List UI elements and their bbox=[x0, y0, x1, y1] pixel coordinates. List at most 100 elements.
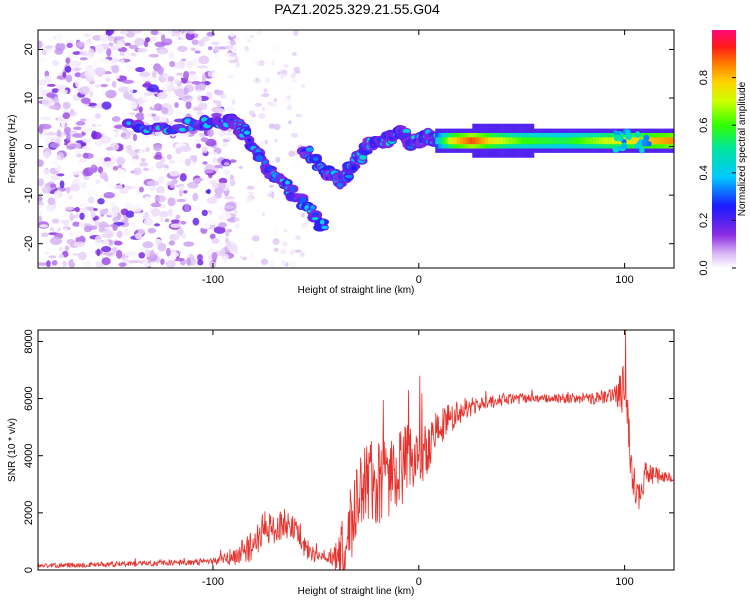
spectrogram-noise-blob bbox=[214, 89, 224, 96]
spectrogram-noise-blob bbox=[83, 33, 91, 38]
spectrogram-noise-blob bbox=[234, 210, 238, 214]
colorbar-label: Normalized spectral amplitude bbox=[737, 81, 748, 216]
spectrogram-noise-blob bbox=[38, 79, 47, 86]
spectrogram-noise-blob bbox=[80, 97, 91, 104]
spectrogram-noise-blob bbox=[291, 78, 298, 84]
spectrogram-noise-blob bbox=[64, 65, 72, 73]
spectrogram-noise-blob bbox=[282, 241, 288, 247]
spectrogram-noise-blob bbox=[72, 126, 83, 130]
spectrogram-noise-blob bbox=[147, 262, 159, 267]
spectrogram-noise-blob bbox=[154, 223, 160, 227]
spectrogram-noise-blob bbox=[124, 251, 137, 257]
spectrogram-noise-blob bbox=[57, 89, 68, 95]
spectrogram-noise-blob bbox=[231, 99, 236, 106]
spectrogram-noise-blob bbox=[66, 186, 71, 194]
spectrogram-noise-blob bbox=[214, 187, 225, 195]
spectrogram-band-core bbox=[605, 137, 609, 145]
spectrogram-band-core bbox=[543, 137, 547, 145]
spectrogram-ridge-core bbox=[359, 154, 367, 160]
spectrogram-noise-blob bbox=[232, 37, 241, 41]
spectrogram-band-core bbox=[558, 137, 563, 145]
spectrogram-noise-blob bbox=[157, 31, 162, 36]
spectrogram-noise-blob bbox=[233, 46, 238, 54]
spectrogram-noise-blob bbox=[112, 165, 119, 171]
spectrogram-noise-blob bbox=[102, 234, 114, 238]
spectrogram-noise-blob bbox=[124, 42, 132, 47]
spectrogram-noise-blob bbox=[192, 217, 200, 226]
spectrogram-band-core bbox=[580, 137, 584, 145]
spectrogram-noise-blob bbox=[267, 260, 275, 268]
spectrogram-noise-blob bbox=[82, 138, 92, 143]
snr-ytick-label: 6000 bbox=[23, 386, 35, 410]
spectrogram-noise-blob bbox=[197, 259, 204, 266]
spectrogram-noise-blob bbox=[113, 184, 123, 190]
spectrogram-noise-blob bbox=[277, 76, 281, 83]
spectrogram-noise-blob bbox=[167, 197, 176, 207]
spectrogram-noise-blob bbox=[71, 60, 82, 68]
spectrogram-noise-blob bbox=[268, 123, 276, 129]
spectrogram-noise-blob bbox=[193, 154, 198, 163]
spectrogram-noise-blob bbox=[192, 192, 199, 202]
spectrogram-noise-blob bbox=[170, 219, 180, 224]
spectrogram-noise-blob bbox=[105, 30, 115, 36]
spectrogram-noise-blob bbox=[130, 141, 135, 151]
spectrogram-noise-blob bbox=[41, 48, 47, 56]
spectrogram-noise-blob bbox=[147, 227, 157, 234]
spectrogram-band-core bbox=[438, 137, 442, 145]
spectrogram-noise-blob bbox=[78, 221, 85, 228]
spectrogram-noise-blob bbox=[194, 50, 201, 54]
spectrogram-noise-blob bbox=[143, 92, 155, 96]
spectrogram-noise-blob bbox=[293, 30, 299, 36]
spectrogram-noise-blob bbox=[47, 197, 56, 206]
spectrogram-noise-blob bbox=[223, 213, 232, 220]
spectrogram-band-core bbox=[475, 137, 479, 145]
spectrogram-noise-blob bbox=[94, 119, 100, 127]
spectrogram-noise-blob bbox=[176, 64, 183, 70]
spectrogram-noise-blob bbox=[179, 173, 187, 182]
spectrogram-noise-blob bbox=[227, 228, 233, 233]
spectrogram-band-core bbox=[496, 137, 501, 145]
spectrogram-noise-blob bbox=[105, 89, 117, 99]
spectrogram-noise-blob bbox=[220, 247, 226, 256]
spectrogram-noise-blob bbox=[178, 185, 185, 191]
spectrogram-noise-blob bbox=[91, 131, 102, 140]
spectrogram-noise-blob bbox=[46, 260, 51, 268]
spectrogram-band-core bbox=[555, 137, 559, 145]
spectrogram-noise-blob bbox=[78, 203, 89, 208]
spectrogram-noise-blob bbox=[84, 70, 97, 78]
spectrogram-noise-blob bbox=[112, 216, 119, 223]
spectrogram-noise-blob bbox=[225, 45, 234, 50]
spectrogram-noise-blob bbox=[142, 83, 153, 87]
spectrogram-noise-blob bbox=[111, 64, 120, 74]
spectrogram-noise-blob bbox=[234, 250, 238, 254]
spectrogram-noise-blob bbox=[72, 51, 82, 55]
spectrogram-noise-blob bbox=[100, 83, 109, 88]
spectrogram-noise-blob bbox=[145, 146, 150, 153]
snr-frame bbox=[37, 329, 675, 571]
spectrogram-noise-blob bbox=[70, 108, 75, 115]
spectrogram-noise-blob bbox=[87, 145, 95, 149]
spectrogram-noise-blob bbox=[86, 190, 98, 197]
spectrogram-ytick-label: 20 bbox=[23, 43, 35, 55]
snr-xtick-label: 100 bbox=[615, 576, 633, 588]
spectrogram-noise-blob bbox=[169, 170, 180, 177]
spectrogram-noise-blob bbox=[102, 89, 107, 99]
spectrogram-noise-blob bbox=[120, 208, 129, 216]
spectrogram-noise-blob bbox=[281, 248, 286, 255]
spectrogram-band-core bbox=[537, 137, 541, 145]
spectrogram-band-core bbox=[601, 137, 606, 145]
spectrogram-ridge-core bbox=[243, 130, 250, 135]
spectrogram-ridge-core bbox=[311, 217, 319, 221]
spectrogram-band-core bbox=[456, 137, 461, 145]
spectrogram-noise-blob bbox=[80, 181, 88, 190]
spectrogram-noise-blob bbox=[267, 193, 275, 198]
spectrogram-noise-blob bbox=[72, 231, 82, 238]
spectrogram-cluster bbox=[621, 144, 628, 150]
spectrogram-noise-blob bbox=[251, 235, 260, 242]
spectrogram-noise-blob bbox=[48, 36, 53, 43]
spectrogram-noise-blob bbox=[145, 77, 157, 82]
spectrogram-noise-blob bbox=[137, 96, 144, 106]
spectrogram-noise-blob bbox=[300, 84, 306, 88]
spectrogram-noise-blob bbox=[119, 59, 125, 64]
spectrogram-noise-blob bbox=[264, 77, 270, 84]
